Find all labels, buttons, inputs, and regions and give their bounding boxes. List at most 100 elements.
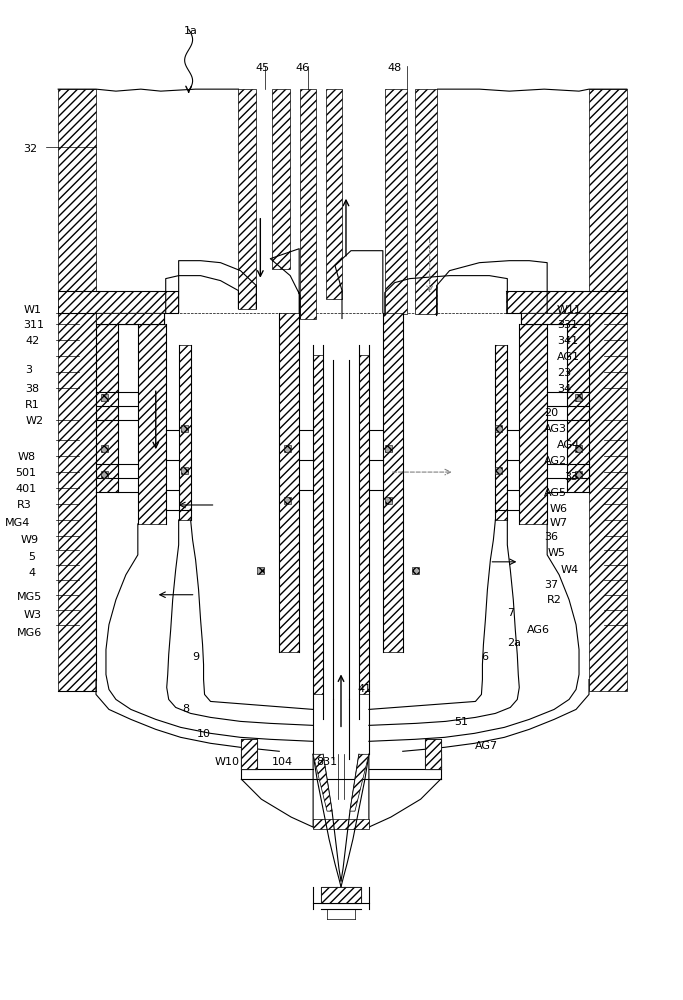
Text: W2: W2 <box>25 416 44 426</box>
Bar <box>321 887 361 903</box>
Text: 401: 401 <box>15 484 36 494</box>
Bar <box>425 739 441 769</box>
Text: AG7: AG7 <box>475 741 498 751</box>
Bar <box>495 425 502 432</box>
Text: W5: W5 <box>547 548 565 558</box>
Text: 34: 34 <box>557 384 571 394</box>
Bar <box>326 89 342 299</box>
Bar <box>321 887 361 903</box>
Bar <box>273 89 290 269</box>
Text: 2a: 2a <box>507 638 521 648</box>
Text: R3: R3 <box>17 500 32 510</box>
Text: 20: 20 <box>544 408 558 418</box>
Bar <box>425 739 441 769</box>
Bar <box>96 313 164 324</box>
Text: 23: 23 <box>557 368 571 378</box>
Bar <box>138 324 166 524</box>
Bar <box>385 497 392 504</box>
Bar <box>300 89 316 319</box>
Text: 41: 41 <box>358 684 372 694</box>
Text: 10: 10 <box>197 729 210 739</box>
Polygon shape <box>350 754 369 811</box>
Bar <box>521 313 589 324</box>
Text: 36: 36 <box>544 532 558 542</box>
Bar <box>506 291 627 313</box>
Text: 46: 46 <box>295 63 309 73</box>
Bar <box>412 567 419 574</box>
Text: R2: R2 <box>547 595 562 605</box>
Text: W4: W4 <box>561 565 579 575</box>
Text: 45: 45 <box>255 63 270 73</box>
Bar <box>238 89 256 309</box>
Text: 37: 37 <box>544 580 558 590</box>
Text: MG4: MG4 <box>4 518 30 528</box>
Bar <box>96 313 118 492</box>
Text: AG5: AG5 <box>544 488 567 498</box>
Text: 51: 51 <box>455 717 469 727</box>
Text: 48: 48 <box>388 63 402 73</box>
Text: 104: 104 <box>273 757 294 767</box>
Bar <box>415 89 436 314</box>
Text: 8: 8 <box>182 704 190 714</box>
Bar <box>589 313 627 691</box>
Bar <box>575 445 582 452</box>
Text: W10: W10 <box>214 757 240 767</box>
Text: R1: R1 <box>25 400 40 410</box>
Text: W11: W11 <box>557 305 582 315</box>
Bar <box>241 739 257 769</box>
Bar <box>257 567 264 574</box>
Bar <box>284 445 291 452</box>
Bar <box>58 89 96 319</box>
Text: AG2: AG2 <box>544 456 568 466</box>
Text: AG6: AG6 <box>527 625 550 635</box>
Bar <box>383 313 403 652</box>
Bar <box>58 313 96 691</box>
Text: 32: 32 <box>23 144 38 154</box>
Text: 1a: 1a <box>184 26 197 36</box>
Text: 4: 4 <box>28 568 36 578</box>
Bar <box>284 497 291 504</box>
Bar <box>313 819 369 829</box>
Text: 42: 42 <box>25 336 40 346</box>
Text: W3: W3 <box>23 610 41 620</box>
Text: W7: W7 <box>549 518 568 528</box>
Text: 33: 33 <box>564 472 578 482</box>
Bar <box>519 324 547 524</box>
Text: AG3: AG3 <box>544 424 567 434</box>
Bar <box>575 394 582 401</box>
Polygon shape <box>313 754 332 811</box>
Bar <box>101 394 108 401</box>
Bar <box>58 291 178 313</box>
Bar <box>96 313 164 324</box>
Bar <box>181 467 188 474</box>
Text: MG5: MG5 <box>17 592 42 602</box>
Bar <box>589 89 627 319</box>
Bar <box>181 425 188 432</box>
Text: W9: W9 <box>20 535 38 545</box>
Bar <box>101 471 108 478</box>
Bar <box>179 345 191 520</box>
Text: 3: 3 <box>25 365 32 375</box>
Bar <box>521 313 589 324</box>
Text: 7: 7 <box>507 608 514 618</box>
Text: 341: 341 <box>557 336 579 346</box>
Bar <box>313 355 323 694</box>
Text: 5: 5 <box>28 552 36 562</box>
Text: W6: W6 <box>549 504 567 514</box>
Text: AG4: AG4 <box>557 440 581 450</box>
Bar <box>575 471 582 478</box>
Bar <box>101 445 108 452</box>
Text: 501: 501 <box>15 468 36 478</box>
Text: 831: 831 <box>316 757 337 767</box>
Bar <box>495 467 502 474</box>
Bar <box>279 313 299 652</box>
Text: MG6: MG6 <box>17 628 42 638</box>
Text: AG1: AG1 <box>557 352 580 362</box>
Text: W1: W1 <box>23 305 41 315</box>
Text: 9: 9 <box>193 652 199 662</box>
Bar <box>385 445 392 452</box>
Bar <box>495 345 507 520</box>
Text: 311: 311 <box>23 320 44 330</box>
Text: 331: 331 <box>557 320 578 330</box>
Bar <box>241 739 257 769</box>
